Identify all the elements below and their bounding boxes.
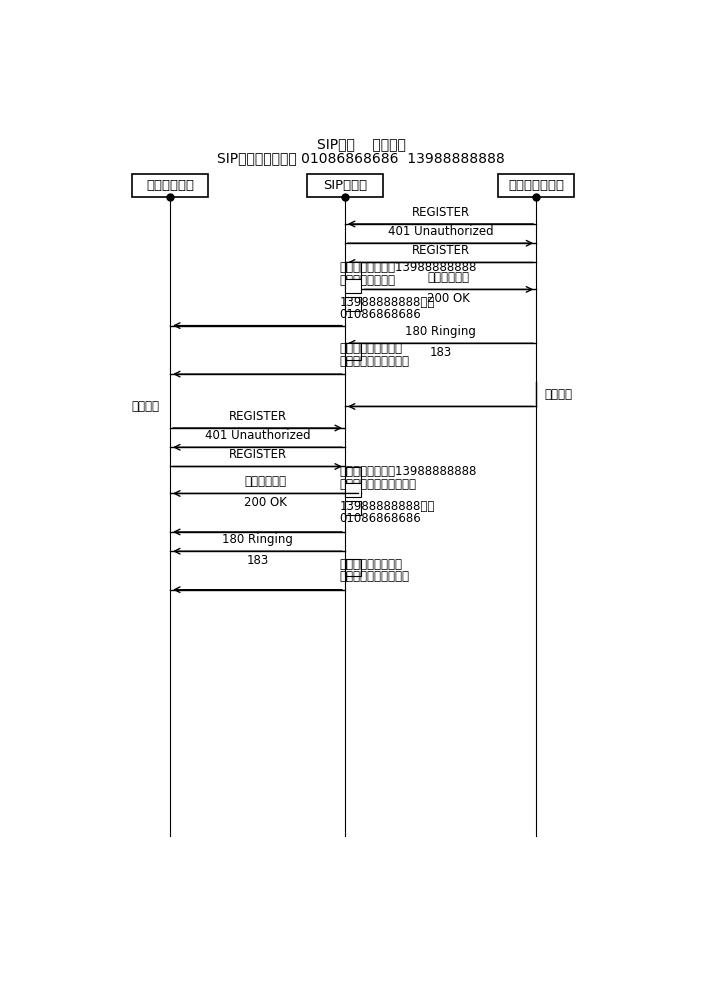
Text: 该用户绑定手机号13988888888: 该用户绑定手机号13988888888 (340, 261, 477, 274)
Bar (345, 343, 362, 360)
Text: 180 Ringing: 180 Ringing (405, 325, 476, 338)
Text: 数据一致解除呼出限制: 数据一致解除呼出限制 (340, 355, 410, 368)
Text: 401 Unauthorized: 401 Unauthorized (204, 429, 310, 442)
Text: 检查呼叫号码和绑定: 检查呼叫号码和绑定 (340, 342, 403, 355)
Text: SIP服务器绑定数据 01086868686  13988888888: SIP服务器绑定数据 01086868686 13988888888 (217, 151, 505, 165)
Text: 注册成功返回: 注册成功返回 (245, 475, 287, 488)
Bar (345, 501, 362, 515)
Text: 183: 183 (429, 346, 452, 359)
Text: 401 Unauthorized: 401 Unauthorized (388, 225, 494, 238)
Text: 200 OK: 200 OK (244, 496, 287, 509)
Text: SIP帐号    绑定号码: SIP帐号 绑定号码 (317, 138, 406, 152)
Text: 数据一致解除呼出限制: 数据一致解除呼出限制 (340, 570, 410, 583)
Text: 180 Ringing: 180 Ringing (222, 533, 293, 546)
Bar (498, 174, 575, 197)
Text: 200 OK: 200 OK (427, 292, 470, 305)
Text: 该用户绑定手机号13988888888: 该用户绑定手机号13988888888 (340, 465, 477, 478)
Text: 13988888888拨打: 13988888888拨打 (340, 296, 435, 309)
Text: ，启用呼出限制。: ，启用呼出限制。 (340, 274, 396, 287)
Text: 13988888888拨打: 13988888888拨打 (340, 500, 435, 513)
Text: 家的软件电话: 家的软件电话 (146, 179, 194, 192)
Text: 183: 183 (246, 554, 269, 567)
Bar (345, 483, 362, 497)
Text: REGISTER: REGISTER (228, 448, 286, 461)
Text: REGISTER: REGISTER (412, 244, 470, 257)
Text: 01086868686: 01086868686 (340, 512, 421, 525)
Text: 下班回家: 下班回家 (131, 400, 159, 413)
Bar (132, 174, 209, 197)
Text: 办公室软件电话: 办公室软件电话 (508, 179, 564, 192)
Bar (307, 174, 384, 197)
Bar (345, 559, 362, 576)
Text: SIP服务器: SIP服务器 (323, 179, 367, 192)
Text: 检查呼叫号码和绑定: 检查呼叫号码和绑定 (340, 558, 403, 571)
Text: 01086868686: 01086868686 (340, 308, 421, 321)
Bar (345, 262, 362, 279)
Text: REGISTER: REGISTER (412, 206, 470, 219)
Text: 注册成功返回: 注册成功返回 (428, 271, 470, 284)
Bar (345, 297, 362, 311)
Text: REGISTER: REGISTER (228, 410, 286, 423)
Text: 下班回家: 下班回家 (544, 388, 572, 401)
Bar (345, 466, 362, 483)
Bar (345, 279, 362, 293)
Text: ，给用户启用呼出限制。: ，给用户启用呼出限制。 (340, 478, 417, 491)
